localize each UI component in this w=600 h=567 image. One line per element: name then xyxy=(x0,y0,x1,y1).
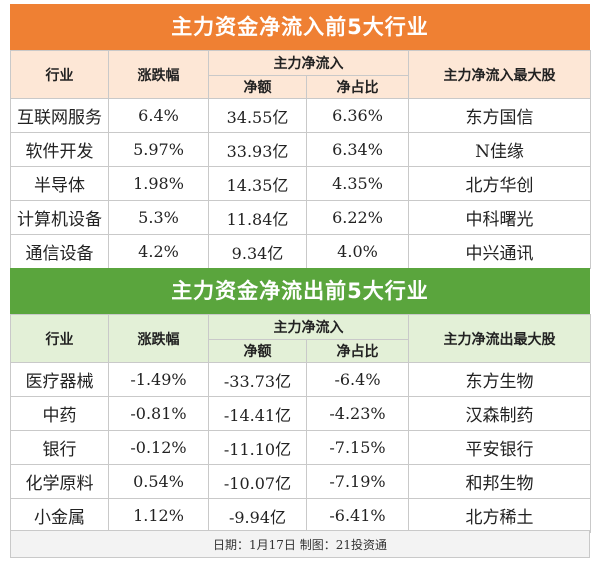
net-ratio-cell: 4.35% xyxy=(306,166,409,201)
net-amount-cell: -9.94亿 xyxy=(208,498,307,533)
table-row: 通信设备 4.2% 9.34亿 4.0% 中兴通讯 xyxy=(10,234,591,269)
outflow-title: 主力资金净流出前5大行业 xyxy=(10,268,590,314)
inflow-header-sector: 行业 xyxy=(10,50,109,99)
top-stock-cell: 和邦生物 xyxy=(408,464,591,499)
outflow-table: 行业 涨跌幅 主力净流入 主力净流出最大股 净额 净占比 医疗器械 -1.49%… xyxy=(10,314,591,533)
net-ratio-cell: -6.4% xyxy=(306,362,409,397)
top-stock-cell: 北方稀土 xyxy=(408,498,591,533)
sector-cell: 医疗器械 xyxy=(10,362,109,397)
net-amount-cell: -11.10亿 xyxy=(208,430,307,465)
outflow-panel: 主力资金净流出前5大行业 行业 涨跌幅 主力净流入 主力净流出最大股 净额 净占… xyxy=(10,268,591,533)
top-stock-cell: 中科曙光 xyxy=(408,200,591,235)
net-ratio-cell: 6.34% xyxy=(306,132,409,167)
outflow-header-net-ratio: 净占比 xyxy=(306,339,409,363)
change-cell: 0.54% xyxy=(108,464,209,499)
inflow-header-net-amount: 净额 xyxy=(208,75,307,99)
inflow-panel: 主力资金净流入前5大行业 行业 涨跌幅 主力净流入 主力净流入最大股 净额 净占… xyxy=(10,4,591,269)
sector-cell: 银行 xyxy=(10,430,109,465)
table-row: 银行 -0.12% -11.10亿 -7.15% 平安银行 xyxy=(10,430,591,465)
top-stock-cell: 中兴通讯 xyxy=(408,234,591,269)
outflow-header-net-amount: 净额 xyxy=(208,339,307,363)
change-cell: 5.3% xyxy=(108,200,209,235)
inflow-title: 主力资金净流入前5大行业 xyxy=(10,4,590,50)
table-row: 小金属 1.12% -9.94亿 -6.41% 北方稀土 xyxy=(10,498,591,533)
net-amount-cell: 33.93亿 xyxy=(208,132,307,167)
net-amount-cell: -33.73亿 xyxy=(208,362,307,397)
sector-cell: 计算机设备 xyxy=(10,200,109,235)
table-row: 计算机设备 5.3% 11.84亿 6.22% 中科曙光 xyxy=(10,200,591,235)
sector-cell: 中药 xyxy=(10,396,109,431)
net-amount-cell: 9.34亿 xyxy=(208,234,307,269)
outflow-header-change: 涨跌幅 xyxy=(108,314,209,363)
net-amount-cell: 34.55亿 xyxy=(208,98,307,133)
net-ratio-cell: 4.0% xyxy=(306,234,409,269)
table-row: 医疗器械 -1.49% -33.73亿 -6.4% 东方生物 xyxy=(10,362,591,397)
sector-cell: 化学原料 xyxy=(10,464,109,499)
top-stock-cell: N佳缘 xyxy=(408,132,591,167)
top-stock-cell: 北方华创 xyxy=(408,166,591,201)
outflow-header-top-stock: 主力净流出最大股 xyxy=(408,314,591,363)
net-ratio-cell: -7.19% xyxy=(306,464,409,499)
net-amount-cell: 11.84亿 xyxy=(208,200,307,235)
table-row: 互联网服务 6.4% 34.55亿 6.36% 东方国信 xyxy=(10,98,591,133)
net-ratio-cell: -6.41% xyxy=(306,498,409,533)
sector-cell: 互联网服务 xyxy=(10,98,109,133)
change-cell: 1.98% xyxy=(108,166,209,201)
table-row: 中药 -0.81% -14.41亿 -4.23% 汉森制药 xyxy=(10,396,591,431)
footer-credit: 日期：1月17日 制图：21投资通 xyxy=(10,530,590,558)
top-stock-cell: 东方生物 xyxy=(408,362,591,397)
net-amount-cell: -14.41亿 xyxy=(208,396,307,431)
change-cell: -1.49% xyxy=(108,362,209,397)
inflow-header-change: 涨跌幅 xyxy=(108,50,209,99)
net-ratio-cell: 6.36% xyxy=(306,98,409,133)
change-cell: 6.4% xyxy=(108,98,209,133)
outflow-header-sector: 行业 xyxy=(10,314,109,363)
inflow-header-net-ratio: 净占比 xyxy=(306,75,409,99)
table-row: 化学原料 0.54% -10.07亿 -7.19% 和邦生物 xyxy=(10,464,591,499)
net-amount-cell: 14.35亿 xyxy=(208,166,307,201)
net-ratio-cell: -4.23% xyxy=(306,396,409,431)
table-row: 软件开发 5.97% 33.93亿 6.34% N佳缘 xyxy=(10,132,591,167)
change-cell: -0.12% xyxy=(108,430,209,465)
top-stock-cell: 汉森制药 xyxy=(408,396,591,431)
sector-cell: 半导体 xyxy=(10,166,109,201)
net-amount-cell: -10.07亿 xyxy=(208,464,307,499)
inflow-header-net-group: 主力净流入 xyxy=(208,50,409,76)
top-stock-cell: 平安银行 xyxy=(408,430,591,465)
change-cell: -0.81% xyxy=(108,396,209,431)
sector-cell: 小金属 xyxy=(10,498,109,533)
top-stock-cell: 东方国信 xyxy=(408,98,591,133)
table-row: 半导体 1.98% 14.35亿 4.35% 北方华创 xyxy=(10,166,591,201)
change-cell: 1.12% xyxy=(108,498,209,533)
change-cell: 4.2% xyxy=(108,234,209,269)
sector-cell: 通信设备 xyxy=(10,234,109,269)
inflow-table: 行业 涨跌幅 主力净流入 主力净流入最大股 净额 净占比 互联网服务 6.4% … xyxy=(10,50,591,269)
sector-cell: 软件开发 xyxy=(10,132,109,167)
change-cell: 5.97% xyxy=(108,132,209,167)
outflow-header-net-group: 主力净流入 xyxy=(208,314,409,340)
net-ratio-cell: -7.15% xyxy=(306,430,409,465)
net-ratio-cell: 6.22% xyxy=(306,200,409,235)
inflow-header-top-stock: 主力净流入最大股 xyxy=(408,50,591,99)
